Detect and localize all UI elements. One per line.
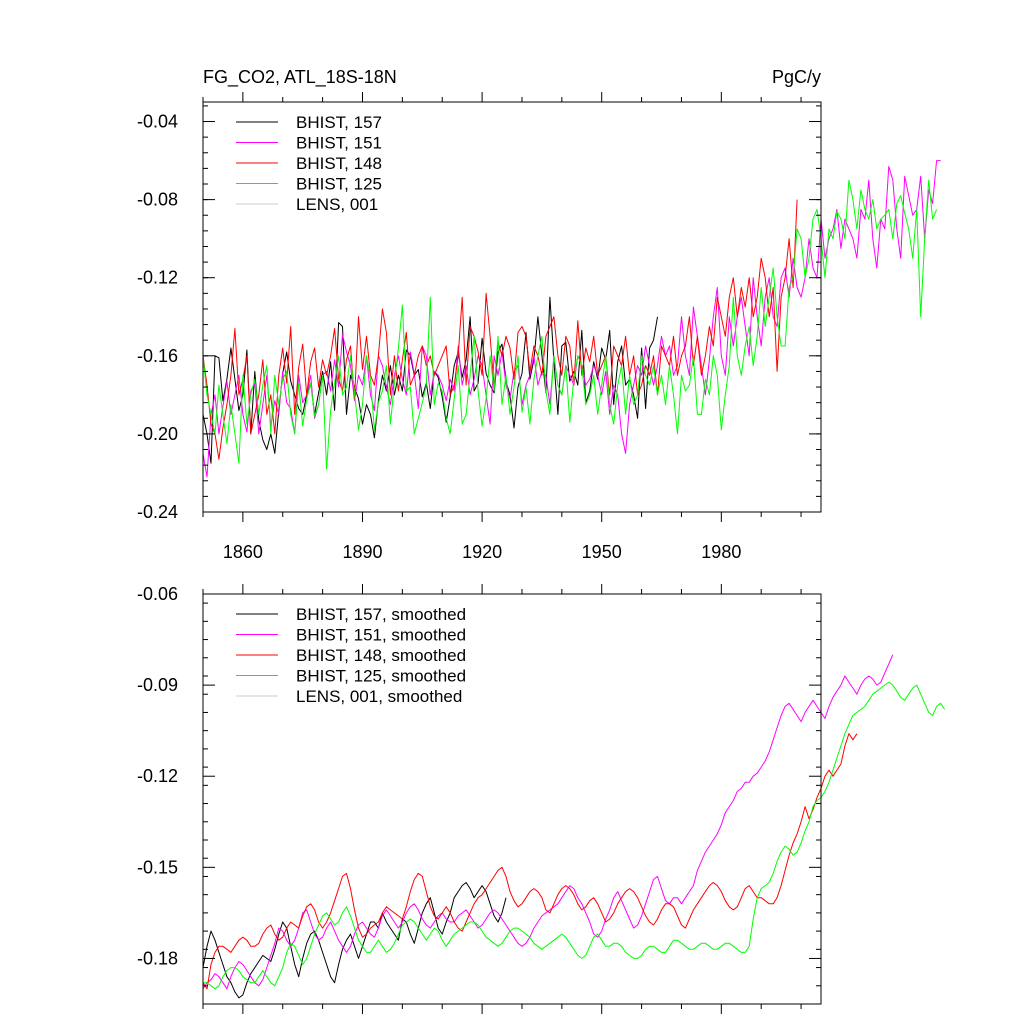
plot-frame-top [202, 101, 822, 513]
legend-label-top-4: LENS, 001 [296, 195, 378, 214]
y-tick-label: -0.16 [137, 346, 178, 366]
y-tick-label: -0.12 [137, 268, 178, 288]
legend-label-bottom-3: BHIST, 125, smoothed [296, 667, 466, 686]
series-line-top-3 [202, 179, 938, 470]
panel-bottom: BHIST, 157, smoothed BHIST, 151, smoothed… [137, 584, 946, 1014]
y-tick-label: -0.12 [137, 766, 178, 786]
y-tick-label: -0.20 [137, 424, 178, 444]
y-tick-label: -0.18 [137, 948, 178, 968]
ticks-bottom: -0.18 -0.15 -0.12 -0.09 -0.06 [137, 584, 821, 1014]
series-line-bottom-3 [203, 681, 946, 990]
series-layer-bottom [202, 654, 946, 999]
series-layer-top [202, 160, 941, 478]
legend-label-bottom-0: BHIST, 157, smoothed [296, 605, 466, 624]
chart-title: FG_CO2, ATL_18S-18N [203, 67, 397, 88]
series-line-bottom-0 [202, 882, 507, 999]
y-tick-label: -0.24 [137, 502, 178, 522]
legend-bottom: BHIST, 157, smoothed BHIST, 151, smoothed… [236, 605, 466, 706]
units-label: PgC/y [772, 67, 821, 87]
y-tick-label: -0.15 [137, 857, 178, 877]
y-tick-label: -0.09 [137, 675, 178, 695]
y-tick-label: -0.08 [137, 190, 178, 210]
legend-label-bottom-4: LENS, 001, smoothed [296, 687, 462, 706]
plot-frame-bottom [202, 593, 822, 1005]
y-tick-label: -0.06 [137, 584, 178, 604]
x-tick-label: 1950 [582, 542, 622, 562]
x-tick-label: 1890 [342, 542, 382, 562]
y-tick-label: -0.04 [137, 112, 178, 132]
panel-top: FG_CO2, ATL_18S-18N PgC/y BHIST, 157BHIS… [137, 67, 941, 562]
series-line-bottom-2 [202, 733, 858, 990]
legend-label-top-3: BHIST, 125 [296, 175, 382, 194]
series-line-top-2 [202, 199, 798, 460]
legend-label-bottom-1: BHIST, 151, smoothed [296, 626, 466, 645]
legend-label-top-0: BHIST, 157 [296, 113, 382, 132]
legend-label-bottom-2: BHIST, 148, smoothed [296, 646, 466, 665]
x-tick-label: 1920 [462, 542, 502, 562]
legend-label-top-1: BHIST, 151 [296, 134, 382, 153]
x-tick-label: 1860 [223, 542, 263, 562]
x-tick-label: 1980 [701, 542, 741, 562]
ticks-top: -0.24 -0.20 -0.16 -0.12 -0.08 -0.04 1860 1890 19… [137, 92, 821, 562]
legend-label-top-2: BHIST, 148 [296, 154, 382, 173]
